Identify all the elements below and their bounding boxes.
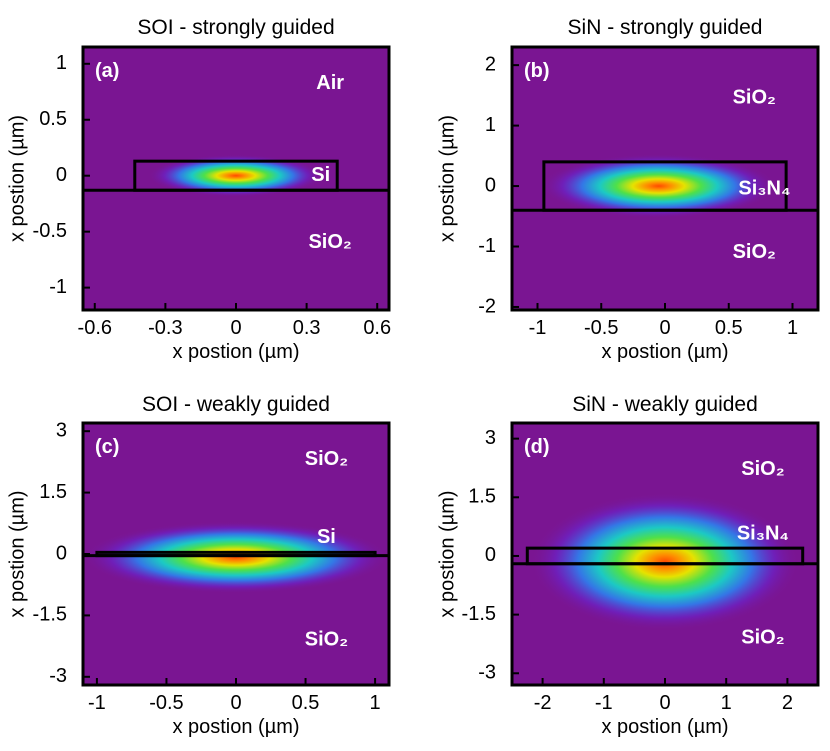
x-axis-label: x postion (µm) [172, 341, 299, 363]
region-label: Si₃N₄ [738, 177, 790, 199]
region-label: SiO₂ [305, 628, 348, 650]
panel-label: (c) [95, 436, 119, 458]
x-axis-label: x postion (µm) [601, 716, 728, 738]
y-tick-label: -1.5 [33, 604, 67, 626]
y-tick-label: -1.5 [462, 603, 496, 625]
y-tick-label: 1.5 [468, 486, 496, 508]
panel-label: (b) [524, 60, 550, 82]
chart-title: SOI - strongly guided [137, 16, 334, 39]
x-tick-label: 1 [787, 317, 798, 339]
region-label: SiO₂ [308, 231, 351, 253]
x-tick-label: 0.6 [363, 317, 391, 339]
x-tick-label: -2 [534, 692, 552, 714]
y-tick-label: 0.5 [39, 108, 67, 130]
y-tick-label: 3 [56, 419, 67, 441]
x-tick-label: 1 [721, 692, 732, 714]
x-tick-label: -1 [595, 692, 613, 714]
x-tick-label: 0.5 [715, 317, 743, 339]
x-tick-label: 0.5 [292, 692, 320, 714]
region-label: SiO₂ [733, 87, 776, 109]
y-tick-label: -0.5 [33, 220, 67, 242]
y-axis-label: x postion (µm) [436, 115, 458, 242]
x-tick-label: 0 [230, 692, 241, 714]
x-tick-label: -1 [529, 317, 547, 339]
panel-c: SiO₂ Si SiO₂ (c) SOI - weakly guided -1 -0.5 0 0… [6, 393, 391, 738]
region-label: Si [317, 526, 336, 548]
chart-title: SOI - weakly guided [142, 393, 330, 416]
x-tick-label: 0.3 [293, 317, 321, 339]
mode-intensity [83, 521, 389, 594]
mode-intensity [530, 492, 800, 631]
y-tick-label: -3 [49, 665, 67, 687]
x-tick-label: -0.6 [78, 317, 112, 339]
region-label: SiO₂ [741, 626, 784, 648]
y-tick-label: -1 [49, 276, 67, 298]
panel-d: SiO₂ Si₃N₄ SiO₂ (d) SiN - weakly guided -2 -1 0… [436, 393, 820, 738]
x-tick-label: 2 [782, 692, 793, 714]
mode-intensity [147, 154, 325, 197]
x-tick-label: 1 [370, 692, 381, 714]
x-axis-label: x postion (µm) [172, 716, 299, 738]
chart-title: SiN - strongly guided [568, 16, 763, 39]
y-tick-label: -1 [478, 235, 496, 257]
y-tick-label: 1 [56, 52, 67, 74]
y-tick-label: 0 [485, 174, 496, 196]
y-tick-label: 0 [485, 544, 496, 566]
region-label: SiO₂ [733, 241, 776, 263]
x-tick-label: 0 [659, 317, 670, 339]
mode-intensity [540, 154, 777, 218]
region-label: SiO₂ [305, 448, 348, 470]
y-tick-label: 2 [485, 53, 496, 75]
panel-a: Air Si SiO₂ (a) SOI - strongly guided -0.6 -0.… [6, 16, 391, 363]
region-label: SiO₂ [741, 458, 784, 480]
y-tick-label: -2 [478, 295, 496, 317]
chart-title: SiN - weakly guided [572, 393, 758, 416]
y-tick-label: 1.5 [39, 481, 67, 503]
x-tick-label: 0 [659, 692, 670, 714]
x-tick-label: 0 [230, 317, 241, 339]
x-tick-label: -0.5 [584, 317, 618, 339]
region-label: Si [311, 164, 330, 186]
y-tick-label: 3 [485, 427, 496, 449]
x-tick-label: -0.3 [148, 317, 182, 339]
y-tick-label: 0 [56, 542, 67, 564]
y-tick-label: -3 [478, 662, 496, 684]
y-tick-label: 1 [485, 114, 496, 136]
y-tick-label: 0 [56, 164, 67, 186]
panel-b: SiO₂ Si₃N₄ SiO₂ (b) SiN - strongly guided -1 -… [436, 16, 820, 363]
panel-label: (d) [524, 436, 550, 458]
panel-label: (a) [95, 60, 119, 82]
region-label: Si₃N₄ [737, 523, 789, 545]
x-axis-label: x postion (µm) [601, 341, 728, 363]
y-axis-label: x postion (µm) [6, 490, 28, 617]
x-tick-label: -1 [88, 692, 106, 714]
y-axis-label: x postion (µm) [6, 115, 28, 242]
y-axis-label: x postion (µm) [436, 490, 458, 617]
region-label: Air [316, 72, 344, 94]
x-tick-label: -0.5 [149, 692, 183, 714]
